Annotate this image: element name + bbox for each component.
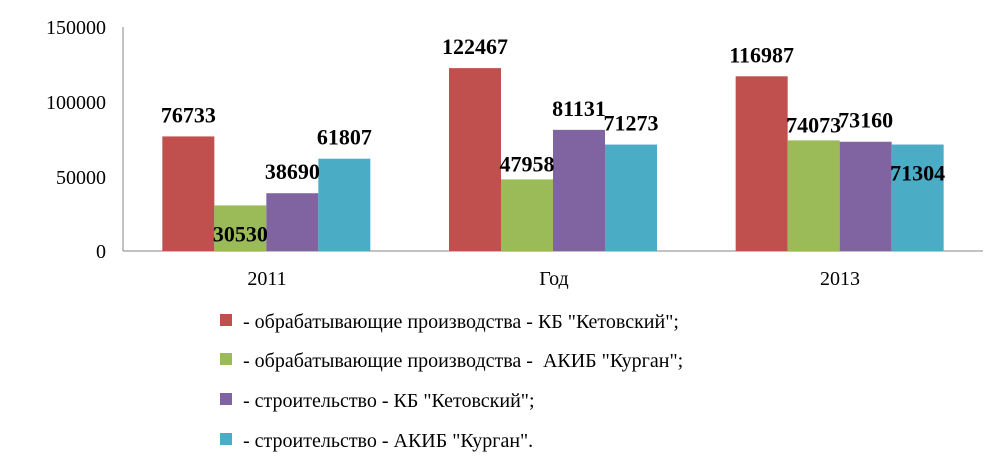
data-label: 71304 [890,161,945,186]
data-label: 71273 [604,111,659,136]
y-tick-label: 0 [96,241,106,263]
data-label: 81131 [552,96,606,121]
bar [162,136,215,251]
data-label: 30530 [213,221,268,246]
bar [839,141,892,251]
data-label: 74073 [786,112,841,137]
legend-label: - строительство - КБ "Кетовский"; [238,390,535,412]
bar [735,76,788,252]
data-label: 38690 [265,159,320,184]
legend-swatch [220,314,232,326]
x-tick-label: 2011 [247,268,286,290]
data-label: 73160 [838,108,893,133]
bar [266,193,319,251]
bar [214,205,267,251]
data-label: 47958 [500,151,555,176]
y-tick-label: 100000 [46,92,106,114]
y-tick-label: 50000 [56,167,106,189]
data-label: 61807 [317,125,372,150]
legend-label: - обрабатывающие производства - АКИБ "Ку… [238,350,683,372]
legend-label: - обрабатывающие производства - КБ "Кето… [238,311,679,333]
x-tick-label: 2013 [820,268,860,290]
data-labels: 76733 30530 38690 61807 122467 47958 811317127… [161,34,945,246]
bar [787,140,840,251]
bar [449,68,501,252]
x-ticks: 2011 Год 2013 [247,268,860,290]
bar [891,144,944,251]
legend-swatch [220,393,232,405]
bar [318,158,371,251]
bar [553,129,605,251]
data-label: 122467 [442,34,508,59]
data-label: 76733 [161,102,216,127]
legend: - обрабатывающие производства - КБ "Кето… [220,311,683,452]
y-ticks: 0 50000 100000 150000 [46,17,106,263]
legend-swatch [220,353,232,365]
bar [605,144,657,251]
legend-swatch [220,433,232,445]
x-tick-label: Год [539,268,568,290]
data-label: 116987 [729,42,794,67]
bar [501,179,553,251]
y-tick-label: 150000 [46,17,106,39]
bars [162,68,944,252]
legend-label: - строительство - АКИБ "Курган". [238,430,533,452]
